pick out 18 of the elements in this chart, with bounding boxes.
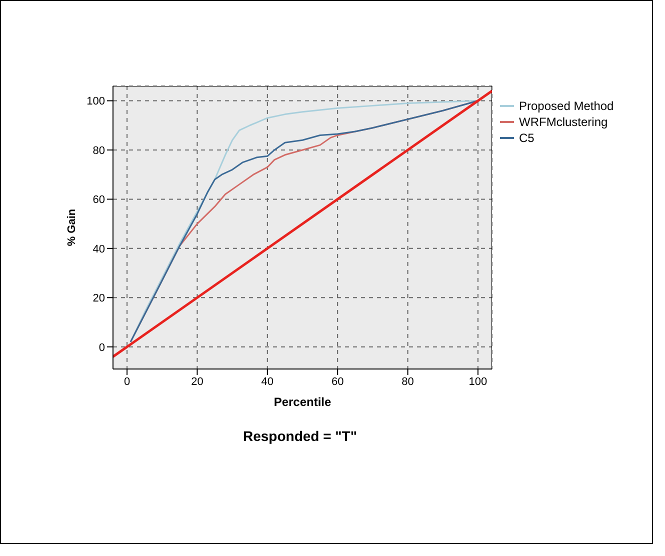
x-tick-label: 40 (261, 376, 274, 388)
y-tick-label: 40 (92, 243, 105, 256)
x-tick-label: 60 (331, 376, 344, 388)
x-tick-label: 80 (402, 376, 414, 388)
x-tick-label: 20 (191, 376, 204, 388)
y-tick-label: 80 (92, 144, 105, 157)
legend-label: WRFMclustering (519, 115, 608, 129)
y-axis-title: % Gain (66, 208, 78, 246)
y-tick-label: 0 (98, 342, 105, 354)
x-tick-label: 0 (124, 376, 130, 388)
y-tick-label: 20 (92, 292, 105, 305)
x-axis-title: Percentile (274, 395, 332, 409)
y-tick-label: 60 (92, 194, 105, 206)
y-tick-label: 100 (86, 96, 105, 108)
legend-label: Proposed Method (519, 99, 614, 113)
legend-label: C5 (519, 131, 534, 145)
text: Responded = "T" (242, 428, 358, 444)
x-tick-label: 100 (468, 376, 488, 388)
